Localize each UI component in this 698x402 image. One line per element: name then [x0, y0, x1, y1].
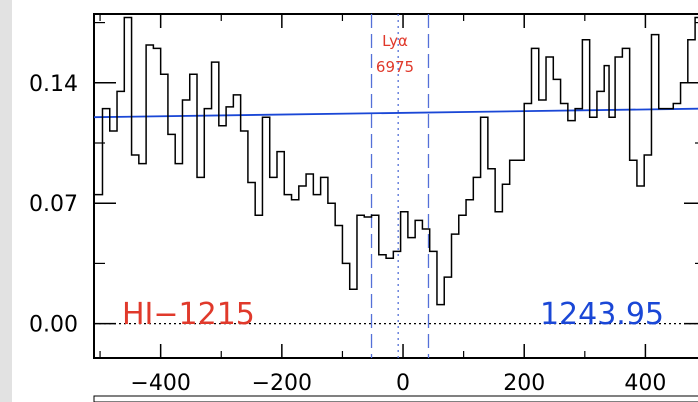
x-tick-label: 0	[396, 371, 410, 396]
y-tick-label: 0.07	[29, 192, 78, 217]
axis-layer: −400 −200 0 200 400 0.00 0.07 0.14	[29, 14, 698, 402]
x-tick-label: 200	[503, 371, 545, 396]
plot-frame	[93, 13, 698, 359]
x-tick-label: −400	[130, 371, 190, 396]
bottom-strip	[93, 395, 698, 402]
continuum-line	[93, 107, 698, 119]
spectrum-step-line	[94, 16, 698, 306]
feature-name-label: Lyα	[382, 32, 408, 50]
x-tick-label: −200	[252, 371, 312, 396]
plot-layer	[93, 14, 698, 358]
wavelength-label: 1243.95	[540, 297, 664, 332]
x-tick-label: 400	[624, 371, 666, 396]
left-margin-band	[0, 0, 12, 402]
y-tick-label: 0.00	[29, 313, 78, 338]
y-tick-label: 0.14	[29, 72, 78, 97]
line-name-label: HI−1215	[122, 297, 255, 332]
feature-value-label: 6975	[376, 58, 414, 76]
